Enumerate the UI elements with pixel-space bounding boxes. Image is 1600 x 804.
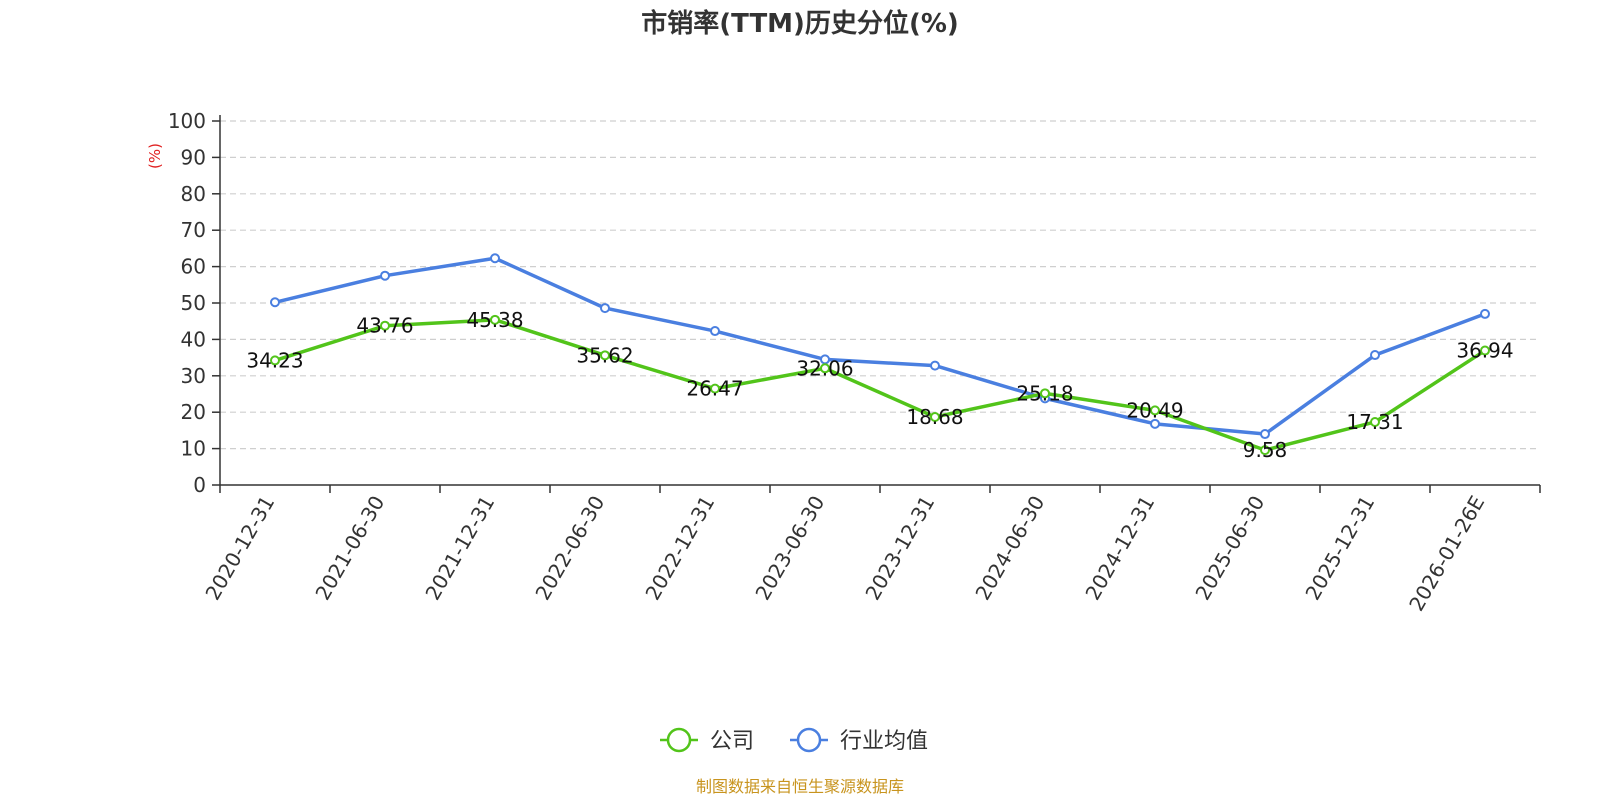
grid-lines <box>220 120 1540 450</box>
data-point-industry-average[interactable] <box>270 297 280 308</box>
y-tick-label: 10 <box>181 437 206 461</box>
y-tick-label: 70 <box>181 218 206 242</box>
x-tick-label: 2020-12-31 <box>200 492 279 605</box>
legend[interactable]: 公司 行业均值 <box>660 727 928 754</box>
y-tick-label: 100 <box>168 109 206 133</box>
data-label: 34.23 <box>246 348 303 372</box>
legend-swatch-marker <box>666 727 692 753</box>
data-label: 36.94 <box>1456 339 1513 363</box>
x-tick-label: 2023-12-31 <box>860 492 939 605</box>
series-line-industry-average <box>273 256 1487 436</box>
y-tick-label: 30 <box>181 364 206 388</box>
x-tick-label: 2024-06-30 <box>970 492 1049 605</box>
data-point-company[interactable] <box>1040 388 1050 399</box>
chart-title: 市销率(TTM)历史分位(%) <box>641 8 959 39</box>
data-label: 17.31 <box>1346 410 1403 434</box>
data-point-company[interactable] <box>1480 345 1490 356</box>
source-note: 制图数据来自恒生聚源数据库 <box>696 777 904 796</box>
data-point-company[interactable] <box>600 350 610 361</box>
y-tick-label: 60 <box>181 255 206 279</box>
data-point-company[interactable] <box>930 412 940 423</box>
data-point-company[interactable] <box>1150 405 1160 416</box>
x-tick-label: 2025-12-31 <box>1300 492 1379 605</box>
data-label: 32.06 <box>796 356 853 380</box>
data-label: 9.58 <box>1243 438 1288 462</box>
data-label: 18.68 <box>906 405 963 429</box>
series-line-company <box>273 318 1487 452</box>
y-axis-label: (%) <box>146 143 164 169</box>
x-tick-label: 2021-12-31 <box>420 492 499 605</box>
data-point-industry-average[interactable] <box>380 270 390 281</box>
data-point-company[interactable] <box>380 320 390 331</box>
x-tick-label: 2024-12-31 <box>1080 492 1159 605</box>
legend-label: 公司 <box>710 729 754 754</box>
x-tick-label: 2023-06-30 <box>750 492 829 605</box>
x-tick-label: 2021-06-30 <box>310 492 389 605</box>
x-tick-label: 2026-01-26E <box>1404 492 1489 616</box>
data-point-industry-average[interactable] <box>1150 418 1160 429</box>
data-point-industry-average[interactable] <box>1260 429 1270 440</box>
data-point-industry-average[interactable] <box>490 253 500 264</box>
y-tick-label: 80 <box>181 182 206 206</box>
legend-item-company[interactable]: 公司 <box>660 727 754 754</box>
legend-item-industry-average[interactable]: 行业均值 <box>790 727 928 754</box>
x-tick-label: 2022-06-30 <box>530 492 609 605</box>
legend-swatch-marker <box>796 727 822 753</box>
data-point-company[interactable] <box>1260 445 1270 456</box>
data-label: 26.47 <box>686 377 743 401</box>
data-point-company[interactable] <box>1370 416 1380 427</box>
data-point-company[interactable] <box>820 363 830 374</box>
y-tick-label: 50 <box>181 291 206 315</box>
data-point-industry-average[interactable] <box>710 326 720 337</box>
series-group <box>270 253 1490 456</box>
data-point-company[interactable] <box>270 355 280 366</box>
data-label: 35.62 <box>576 343 633 367</box>
y-tick-label: 90 <box>181 145 206 169</box>
data-label: 20.49 <box>1126 398 1183 422</box>
data-labels: 34.23 43.76 45.38 35.62 26.47 32.06 18.68 25.18… <box>246 308 1513 462</box>
x-tick-label: 2025-06-30 <box>1190 492 1269 605</box>
data-point-industry-average[interactable] <box>1480 308 1490 319</box>
data-label: 25.18 <box>1016 381 1073 405</box>
data-point-company[interactable] <box>490 314 500 325</box>
y-tick-label: 20 <box>181 400 206 424</box>
x-tick-label: 2022-12-31 <box>640 492 719 605</box>
y-tick-label: 40 <box>181 327 206 351</box>
legend-label: 行业均值 <box>840 729 928 754</box>
data-point-industry-average[interactable] <box>600 303 610 314</box>
data-label: 43.76 <box>356 314 413 338</box>
y-tick-label: 0 <box>193 473 206 497</box>
data-point-industry-average[interactable] <box>930 360 940 371</box>
data-label: 45.38 <box>466 308 523 332</box>
data-point-company[interactable] <box>710 383 720 394</box>
data-point-industry-average[interactable] <box>1370 350 1380 361</box>
